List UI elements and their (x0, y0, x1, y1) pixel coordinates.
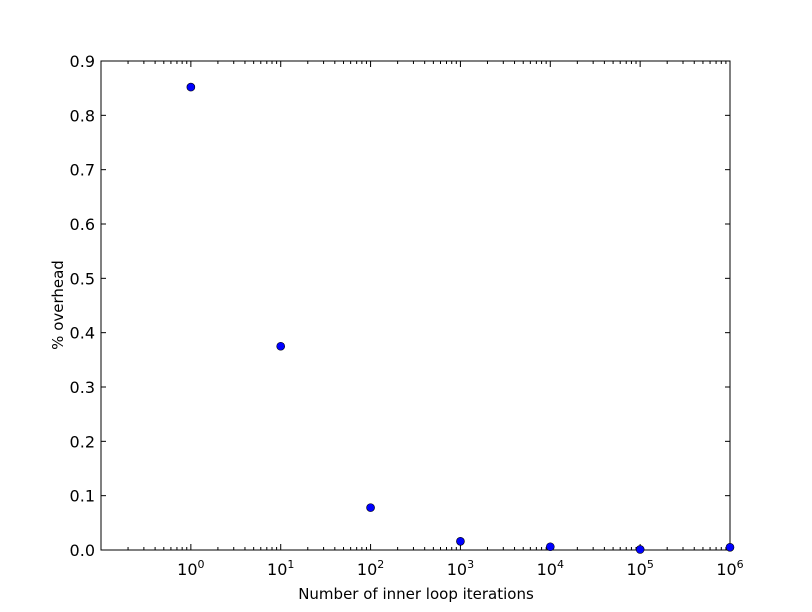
scatter-point (366, 503, 375, 512)
plot-frame (100, 60, 731, 551)
y-tick-label: 0.9 (70, 52, 95, 71)
y-tick-label: 0.0 (70, 541, 95, 560)
y-tick-label: 0.4 (70, 324, 95, 343)
y-tick-labels: 0.0 0.1 0.2 0.3 0.4 0.5 0.6 0.7 0.8 0.9 (70, 52, 95, 560)
y-tick-label: 0.2 (70, 432, 95, 451)
x-tick-label: 106 (716, 558, 743, 579)
scatter-points (186, 82, 735, 554)
y-tick-label: 0.8 (70, 106, 95, 125)
x-tick-label: 101 (267, 558, 294, 579)
x-tick-label: 105 (626, 558, 653, 579)
x-tick-labels: 100 101 102 103 104 105 106 (177, 558, 744, 579)
y-axis-label: % overhead (49, 260, 67, 350)
y-tick-label: 0.7 (70, 161, 95, 180)
scatter-point (545, 542, 555, 552)
x-tick-label: 103 (447, 558, 474, 579)
x-tick-label: 104 (537, 558, 564, 579)
y-tick-label: 0.5 (70, 269, 95, 288)
y-tick-label: 0.6 (70, 215, 95, 234)
x-tick-label: 102 (357, 558, 384, 579)
scatter-point (186, 82, 196, 92)
x-tick-label: 100 (177, 558, 204, 579)
x-axis-label: Number of inner loop iterations (298, 585, 534, 603)
axis-ticks (101, 60, 731, 551)
scatter-point (635, 545, 645, 554)
y-tick-label: 0.1 (70, 487, 95, 506)
scatter-point (725, 542, 735, 552)
y-tick-label: 0.3 (70, 378, 95, 397)
scatter-point (276, 341, 286, 351)
scatter-point (456, 537, 465, 546)
